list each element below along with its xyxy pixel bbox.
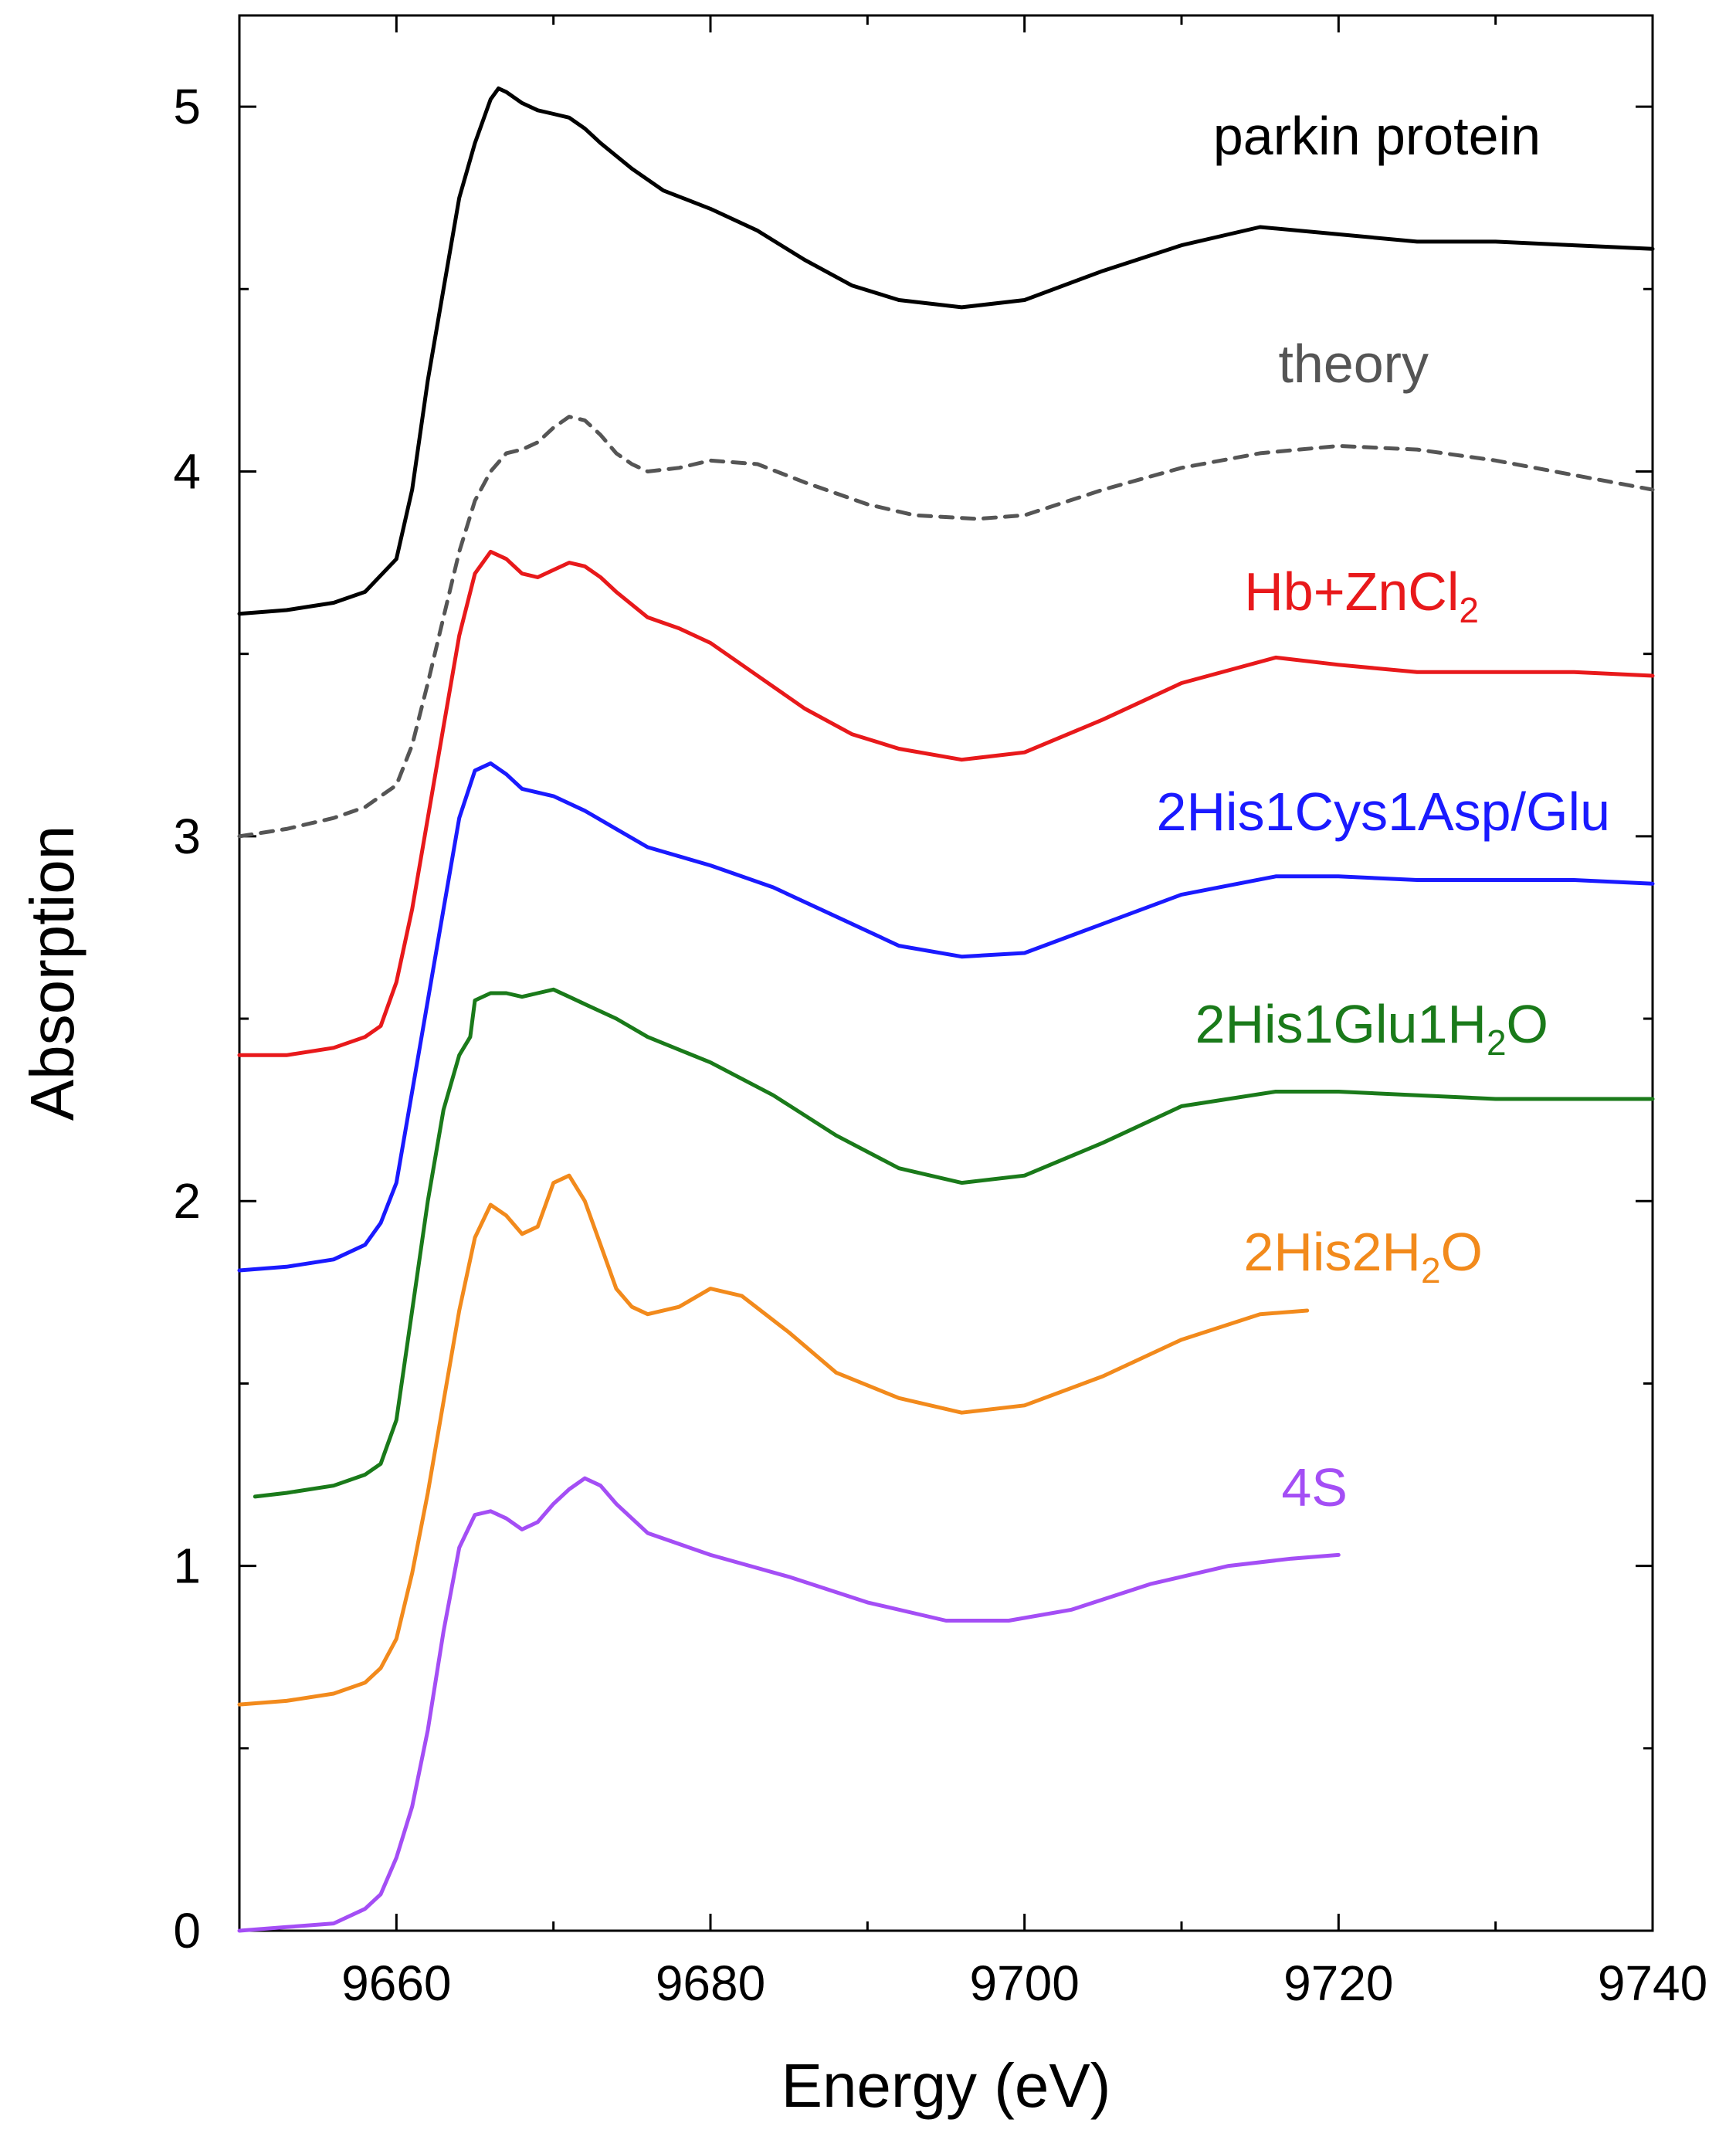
x-axis-title: Energy (eV) bbox=[782, 2051, 1111, 2120]
y-tick-label: 3 bbox=[173, 809, 201, 864]
axes: 9660 9680 9700 9720 9740 0 1 2 3 4 5 bbox=[173, 14, 1707, 2011]
series-line-2his2h2o bbox=[237, 1173, 1310, 1707]
y-tick-label: 2 bbox=[173, 1173, 201, 1229]
x-tick-label: 9680 bbox=[656, 1955, 765, 2011]
series-label-2his2h2o: 2His2H2O bbox=[1243, 1222, 1483, 1290]
y-tick-label: 1 bbox=[173, 1538, 201, 1594]
label-text: Hb+ZnCl bbox=[1244, 561, 1459, 622]
subscript: 2 bbox=[1487, 1023, 1507, 1063]
series-line-hb-zncl2 bbox=[237, 549, 1655, 1057]
plot-frame bbox=[238, 14, 1654, 1932]
series-line-2his1cys1asp-glu bbox=[237, 761, 1655, 1273]
series-line-parkin-protein bbox=[237, 86, 1655, 616]
series-label-4s: 4S bbox=[1281, 1457, 1348, 1518]
series-label-theory: theory bbox=[1278, 334, 1429, 394]
series-line-4s bbox=[237, 1476, 1341, 1933]
x-tick-label: 9740 bbox=[1598, 1955, 1707, 2011]
label-text: 2His1Cys1Asp/Glu bbox=[1157, 782, 1610, 842]
y-axis-title: Absorption bbox=[18, 826, 86, 1121]
series-label-2his1cys1asp-glu: 2His1Cys1Asp/Glu bbox=[1157, 782, 1610, 842]
label-text: 2His2H bbox=[1243, 1222, 1421, 1282]
series-label-parkin-protein: parkin protein bbox=[1213, 106, 1541, 166]
series-label-2his1glu1h2o: 2His1Glu1H2O bbox=[1195, 994, 1548, 1063]
label-text: 2His1Glu1H bbox=[1195, 994, 1487, 1054]
x-tick-label: 9700 bbox=[969, 1955, 1079, 2011]
subscript: 2 bbox=[1459, 590, 1479, 630]
series-lines bbox=[237, 86, 1655, 1933]
label-text: O bbox=[1507, 994, 1548, 1054]
x-tick-label: 9720 bbox=[1283, 1955, 1393, 2011]
label-text: theory bbox=[1278, 334, 1429, 394]
series-line-2his1glu1h2o bbox=[253, 987, 1655, 1499]
y-tick-label: 0 bbox=[173, 1903, 201, 1959]
label-text: parkin protein bbox=[1213, 106, 1541, 166]
series-label-hb-zncl2: Hb+ZnCl2 bbox=[1244, 561, 1479, 630]
y-tick-label: 5 bbox=[173, 79, 201, 134]
label-text: O bbox=[1441, 1222, 1483, 1282]
x-tick-label: 9660 bbox=[341, 1955, 451, 2011]
label-text: 4S bbox=[1281, 1457, 1348, 1518]
series-line-theory bbox=[237, 415, 1655, 839]
y-tick-label: 4 bbox=[173, 443, 201, 499]
subscript: 2 bbox=[1421, 1250, 1441, 1290]
series-labels: parkin proteintheoryHb+ZnCl22His1Cys1Asp… bbox=[1157, 106, 1610, 1518]
